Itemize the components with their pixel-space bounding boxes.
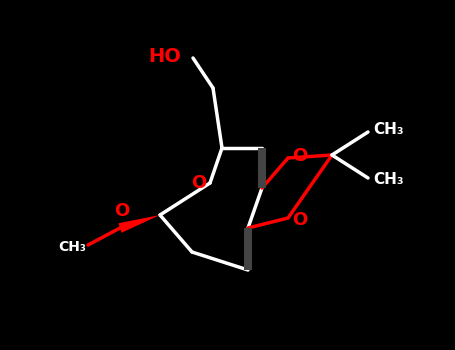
Text: O: O: [292, 147, 307, 165]
Text: HO: HO: [148, 47, 181, 65]
Polygon shape: [118, 215, 160, 233]
Text: CH₃: CH₃: [58, 240, 86, 254]
Polygon shape: [258, 148, 266, 188]
Text: CH₃: CH₃: [373, 173, 404, 188]
Text: O: O: [114, 202, 130, 220]
Text: CH₃: CH₃: [373, 122, 404, 138]
Polygon shape: [244, 228, 252, 270]
Text: O: O: [292, 211, 307, 229]
Text: O: O: [191, 174, 206, 192]
